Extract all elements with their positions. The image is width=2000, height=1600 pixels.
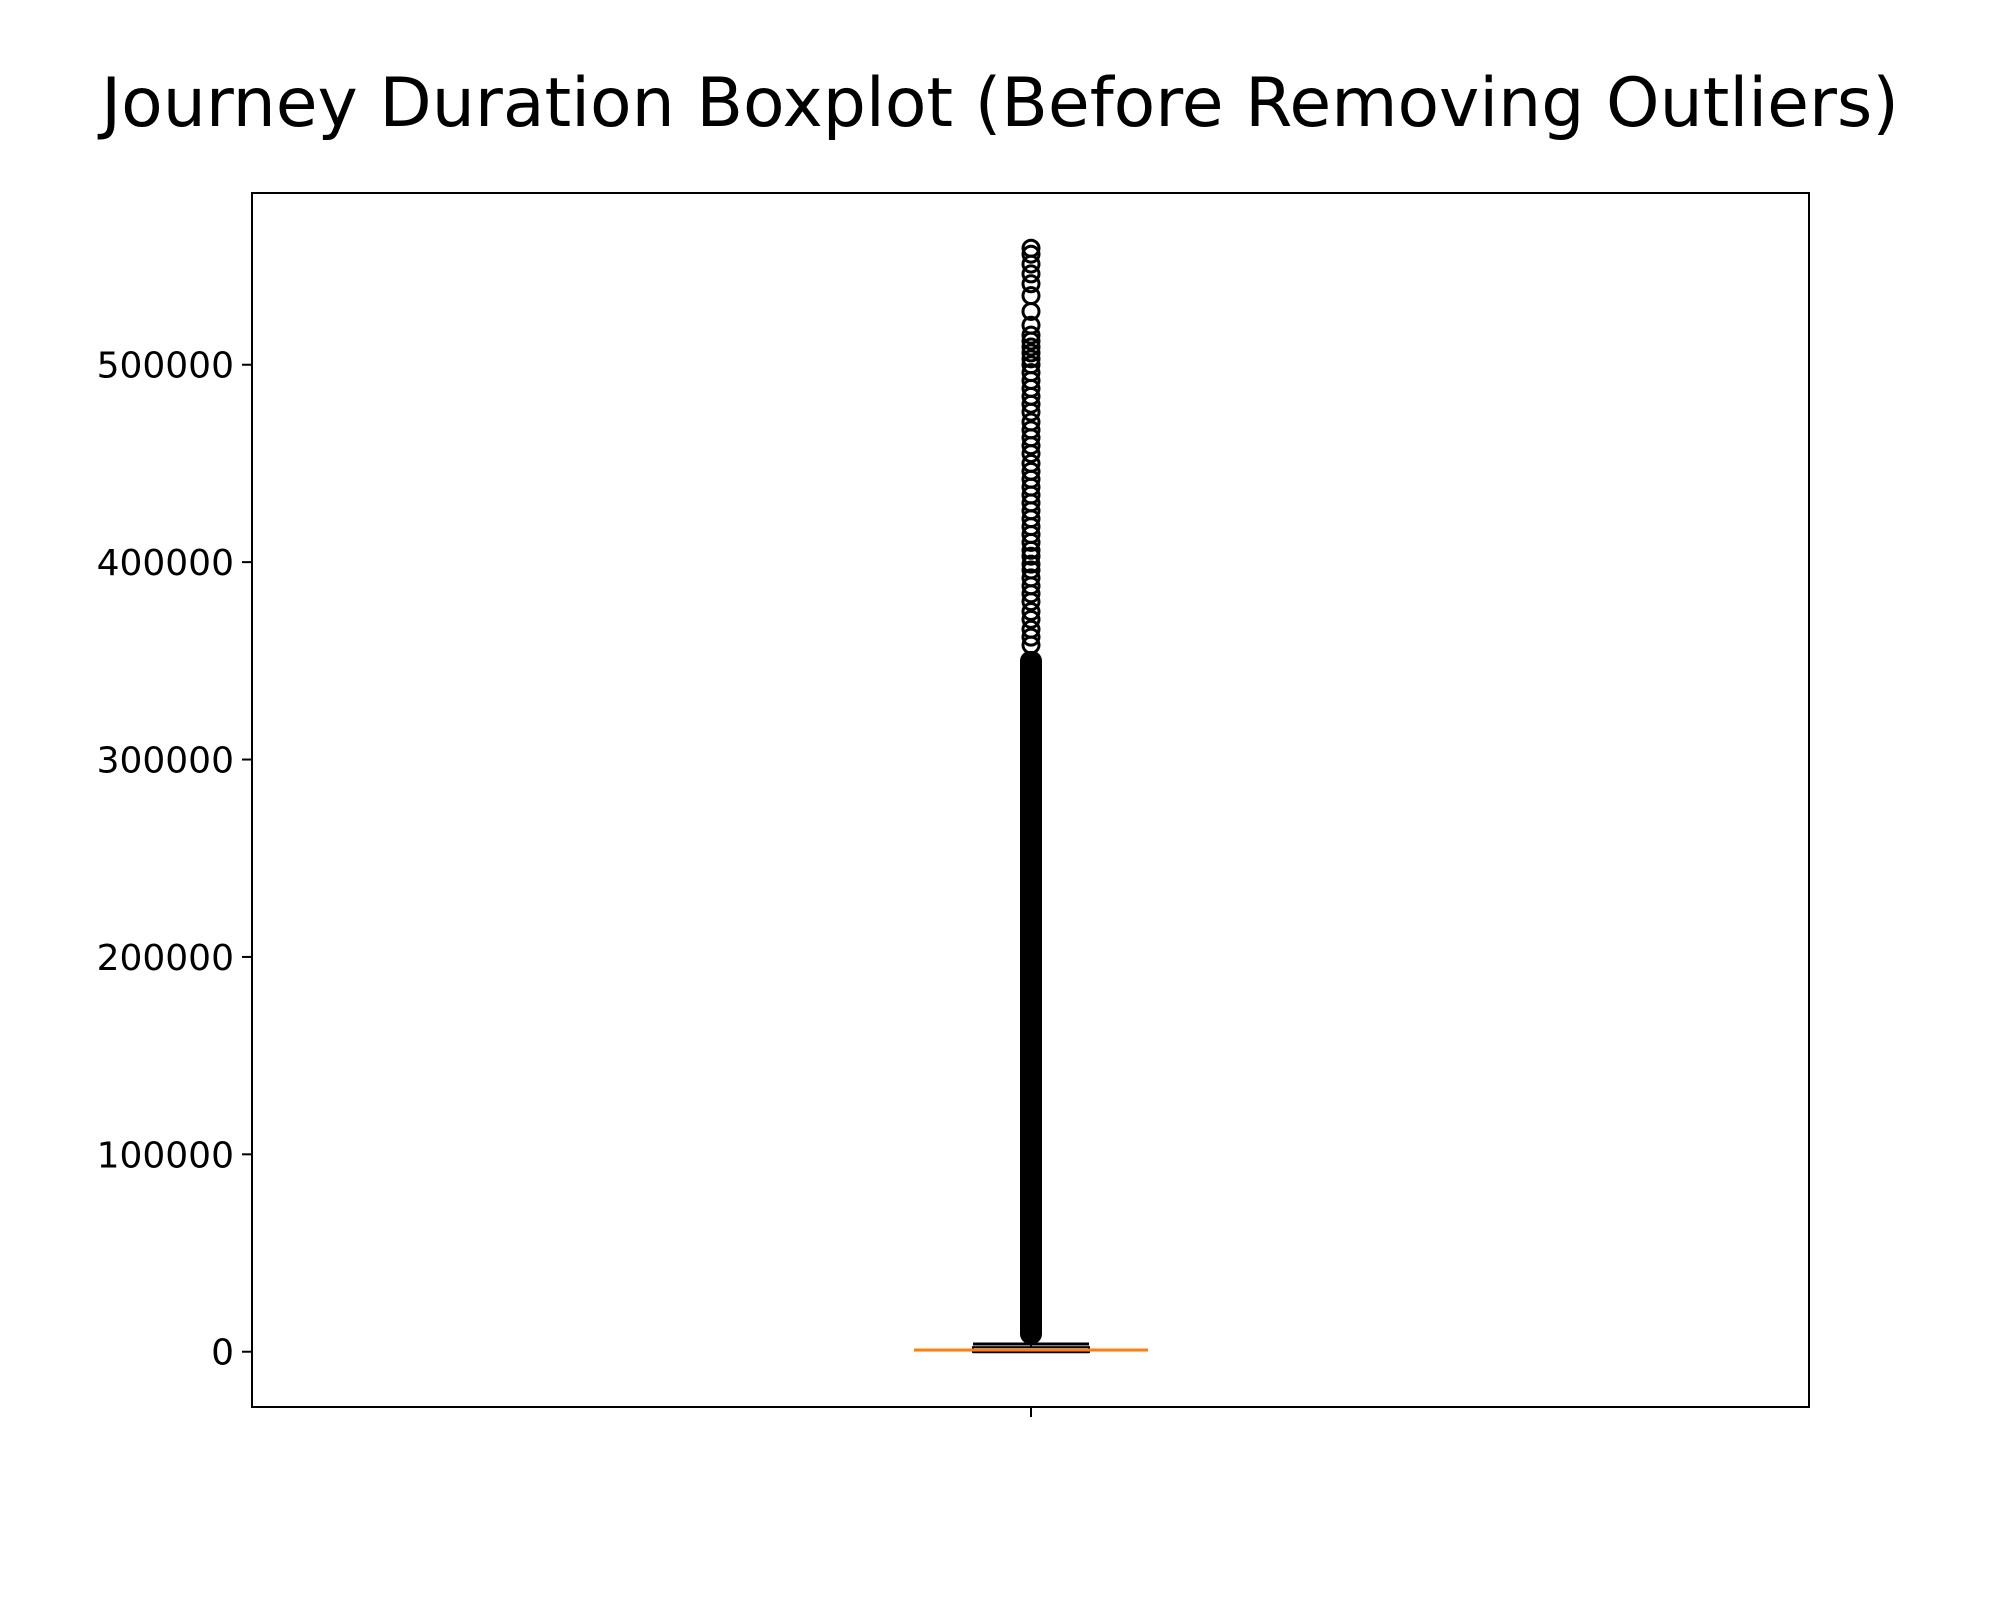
outlier-point bbox=[1021, 238, 1041, 258]
outlier-point bbox=[1021, 244, 1041, 264]
outlier-point bbox=[1021, 554, 1041, 574]
y-tick-label: 200000 bbox=[97, 938, 234, 979]
outlier-point bbox=[1021, 619, 1041, 639]
outlier-point bbox=[1021, 337, 1041, 357]
outlier-point bbox=[1021, 453, 1041, 473]
y-tick-label: 0 bbox=[211, 1333, 234, 1374]
outlier-point bbox=[1021, 568, 1041, 588]
plot-frame bbox=[251, 192, 1810, 1408]
outlier-point bbox=[1021, 349, 1041, 369]
outlier-point bbox=[1021, 609, 1041, 629]
outlier-point bbox=[1021, 325, 1041, 345]
outlier-point bbox=[1021, 286, 1041, 306]
outlier-point bbox=[1021, 601, 1041, 621]
outlier-point bbox=[1021, 363, 1041, 383]
outlier-point bbox=[1021, 420, 1041, 440]
outlier-point bbox=[1021, 560, 1041, 580]
y-tick-label: 400000 bbox=[97, 543, 234, 584]
outlier-point bbox=[1021, 343, 1041, 363]
outlier-point bbox=[1021, 264, 1041, 284]
y-tick-label: 300000 bbox=[97, 741, 234, 782]
outlier-point bbox=[1021, 546, 1041, 566]
outlier-point bbox=[1021, 315, 1041, 335]
outlier-cluster bbox=[1020, 650, 1042, 1345]
outlier-point bbox=[1021, 412, 1041, 432]
y-tick-label: 100000 bbox=[97, 1135, 234, 1176]
y-tick-label: 500000 bbox=[97, 346, 234, 387]
chart-title: Journey Duration Boxplot (Before Removin… bbox=[101, 64, 1899, 143]
outlier-point bbox=[1021, 461, 1041, 481]
axes: 0 100000 200000 300000 400000 500000 bbox=[97, 346, 1032, 1417]
outlier-point bbox=[1021, 627, 1041, 647]
outlier-point bbox=[1021, 274, 1041, 294]
outlier-point bbox=[1021, 355, 1041, 375]
plot-area bbox=[914, 238, 1148, 1354]
